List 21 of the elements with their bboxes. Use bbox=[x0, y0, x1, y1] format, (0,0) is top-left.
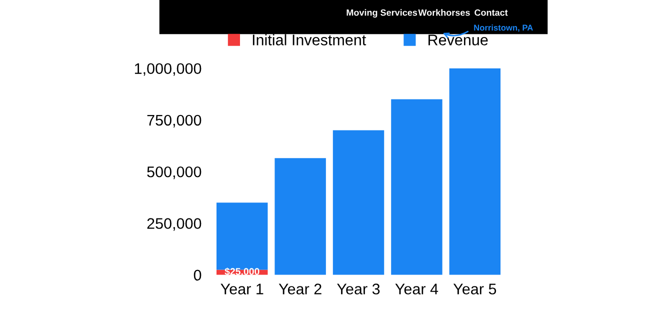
y-tick-label: 500,000 bbox=[147, 166, 202, 180]
x-tick-label: Year 1 bbox=[220, 284, 264, 294]
text: Norristown, PA bbox=[474, 24, 533, 32]
legend-label: Initial Investment bbox=[252, 34, 366, 46]
bar bbox=[332, 130, 384, 275]
legend-label: Revenue bbox=[428, 34, 488, 46]
x-tick-label: Year 5 bbox=[453, 284, 496, 294]
text: Moving Services bbox=[346, 9, 418, 18]
y-tick-label: 750,000 bbox=[147, 114, 202, 128]
bar bbox=[274, 158, 326, 275]
y-tick-label: 250,000 bbox=[147, 218, 202, 231]
y-tick-label: 1,000,000 bbox=[134, 63, 202, 76]
bar bbox=[449, 68, 501, 275]
text: Workhorses bbox=[418, 9, 470, 16]
text: Contact bbox=[474, 9, 508, 16]
y-tick-label: 0 bbox=[194, 270, 202, 281]
x-tick-label: Year 3 bbox=[337, 284, 380, 294]
data-label: $25,000 bbox=[224, 268, 260, 276]
x-tick-label: Year 4 bbox=[395, 284, 438, 294]
x-tick-label: Year 2 bbox=[278, 284, 322, 294]
bar bbox=[391, 99, 442, 275]
